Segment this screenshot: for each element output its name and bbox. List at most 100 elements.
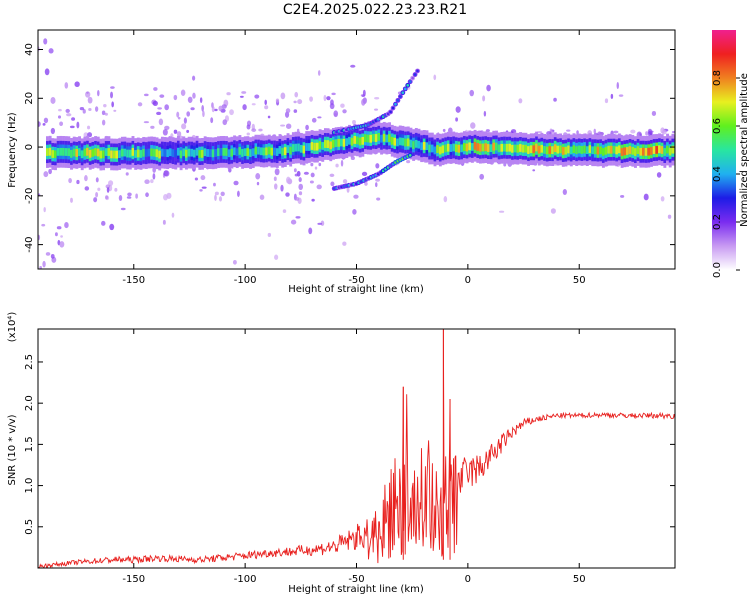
spectrogram-noise-cell xyxy=(202,110,205,118)
snr-x-tick-label: -150 xyxy=(122,574,145,585)
spectrogram-noise-cell xyxy=(433,74,437,81)
spectrogram-noise-cell xyxy=(311,198,315,202)
spectrogram-band-cell xyxy=(150,148,154,157)
spectrogram-band-cell xyxy=(56,147,60,156)
spectrogram-noise-cell xyxy=(376,197,381,201)
spectrogram-noise-cell xyxy=(143,121,150,124)
spectrogram-band-cell xyxy=(166,149,170,158)
spectrogram-noise-cell xyxy=(220,191,225,197)
spectrogram-noise-cell xyxy=(97,89,100,97)
spectrogram-x-tick-label: -150 xyxy=(122,275,145,286)
spectrogram-noise-cell xyxy=(104,112,108,116)
spectrogram-band-cell xyxy=(104,148,108,156)
spectrogram-band-cell xyxy=(540,144,544,153)
spectrogram-noise-cell xyxy=(264,99,267,106)
spectrogram-band-cell xyxy=(187,148,191,157)
spectrogram-x-tick-label: -100 xyxy=(234,275,257,286)
spectrogram-noise-cell xyxy=(294,173,299,177)
spectrogram-noise-cell xyxy=(553,97,557,102)
spectrogram-noise-cell xyxy=(156,111,162,116)
spectrogram-band-cell xyxy=(217,148,220,157)
spectrogram-noise-cell xyxy=(105,195,109,200)
spectrogram-band-cell xyxy=(233,147,237,156)
spectrogram-noise-cell xyxy=(361,98,366,106)
spectrogram-noise-cell xyxy=(374,97,380,100)
spectrogram-noise-cell xyxy=(118,195,123,201)
spectrogram-noise-cell xyxy=(645,131,649,136)
spectrogram-band-cell xyxy=(612,145,616,154)
spectrogram-noise-cell xyxy=(295,197,300,201)
spectrogram-noise-cell xyxy=(150,179,154,184)
spectrogram-band-cell xyxy=(241,149,245,157)
spectrogram-noise-cell xyxy=(48,48,54,54)
spectrogram-noise-cell xyxy=(352,120,356,125)
spectrogram-band-cell xyxy=(80,150,84,159)
spectrogram-noise-cell xyxy=(310,172,315,178)
spectrogram-band-cell xyxy=(259,147,263,156)
spectrogram-noise-cell xyxy=(232,259,237,265)
spectrogram-band-cell xyxy=(120,148,124,157)
spectrogram-noise-cell xyxy=(333,110,339,118)
spectrogram-band-cell xyxy=(644,147,648,156)
spectrogram-band-cell xyxy=(511,144,514,153)
spectrogram-band-cell xyxy=(144,149,148,158)
spectrogram-band-cell xyxy=(599,146,603,155)
spectrogram-band-cell xyxy=(425,142,429,151)
spectrogram-noise-cell xyxy=(317,116,322,119)
spectrogram-noise-cell xyxy=(101,110,106,116)
spectrogram-noise-cell xyxy=(186,129,190,133)
spectrogram-band-cell xyxy=(666,145,669,154)
spectrogram-noise-cell xyxy=(173,94,178,101)
spectrogram-band-cell xyxy=(543,145,547,154)
spectrogram-band-cell xyxy=(278,146,282,154)
spectrogram-noise-cell xyxy=(68,178,72,184)
colorbar-tick-label: 0.2 xyxy=(712,214,723,230)
spectrogram-y-axis-label: Frequency (Hz) xyxy=(7,112,18,188)
spectrogram-noise-cell xyxy=(70,197,73,203)
spectrogram-noise-cell xyxy=(59,241,65,248)
spectrogram-noise-cell xyxy=(361,171,368,177)
spectrogram-band-cell xyxy=(67,148,71,157)
upper-branch-cell xyxy=(416,69,419,73)
spectrogram-band-cell xyxy=(532,145,536,154)
spectrogram-band-cell xyxy=(497,144,501,153)
spectrogram-noise-cell xyxy=(171,212,175,218)
spectrogram-band-cell xyxy=(492,142,496,151)
spectrogram-noise-cell xyxy=(329,173,335,178)
colorbar-label: Normalized spectral amplitude xyxy=(739,73,750,227)
spectrogram-band-cell xyxy=(348,136,351,145)
spectrogram-band-cell xyxy=(521,144,525,153)
spectrogram-x-tick-label: 50 xyxy=(573,275,586,286)
spectrogram-band-cell xyxy=(257,146,261,155)
upper-branch-cell xyxy=(391,106,395,110)
spectrogram-band-cell xyxy=(564,146,568,155)
spectrogram-band-cell xyxy=(433,146,437,155)
spectrogram-noise-cell xyxy=(518,98,523,104)
spectrogram-band-cell xyxy=(417,140,421,149)
spectrogram-noise-cell xyxy=(469,89,475,97)
spectrogram-noise-cell xyxy=(352,209,357,215)
snr-y-axis-label: SNR (10 * v/v) xyxy=(7,414,18,485)
spectrogram-noise-cell xyxy=(340,103,345,108)
spectrogram-noise-cell xyxy=(375,178,380,182)
spectrogram-noise-cell xyxy=(323,94,327,102)
spectrogram-band-cell xyxy=(99,150,103,159)
spectrogram-noise-cell xyxy=(210,117,214,124)
spectrogram-band-cell xyxy=(340,138,343,147)
spectrogram-band-cell xyxy=(294,143,298,152)
spectrogram-band-cell xyxy=(96,148,100,157)
spectrogram-noise-cell xyxy=(218,105,223,112)
spectrogram-band-cell xyxy=(620,148,624,156)
spectrogram-frame xyxy=(37,29,676,270)
spectrogram-band-cell xyxy=(487,144,490,152)
spectrogram-band-cell xyxy=(115,150,119,159)
snr-x-tick-label: 50 xyxy=(573,574,586,585)
spectrogram-noise-cell xyxy=(101,119,106,126)
snr-y-tick-label: 2.0 xyxy=(24,395,35,411)
spectrogram-band-cell xyxy=(64,148,68,156)
spectrogram-noise-cell xyxy=(95,177,99,183)
spectrogram-band-cell xyxy=(561,147,565,155)
spectrogram-noise-cell xyxy=(162,219,166,225)
spectrogram-band-cell xyxy=(489,144,493,153)
spectrogram-noise-cell xyxy=(237,190,240,197)
